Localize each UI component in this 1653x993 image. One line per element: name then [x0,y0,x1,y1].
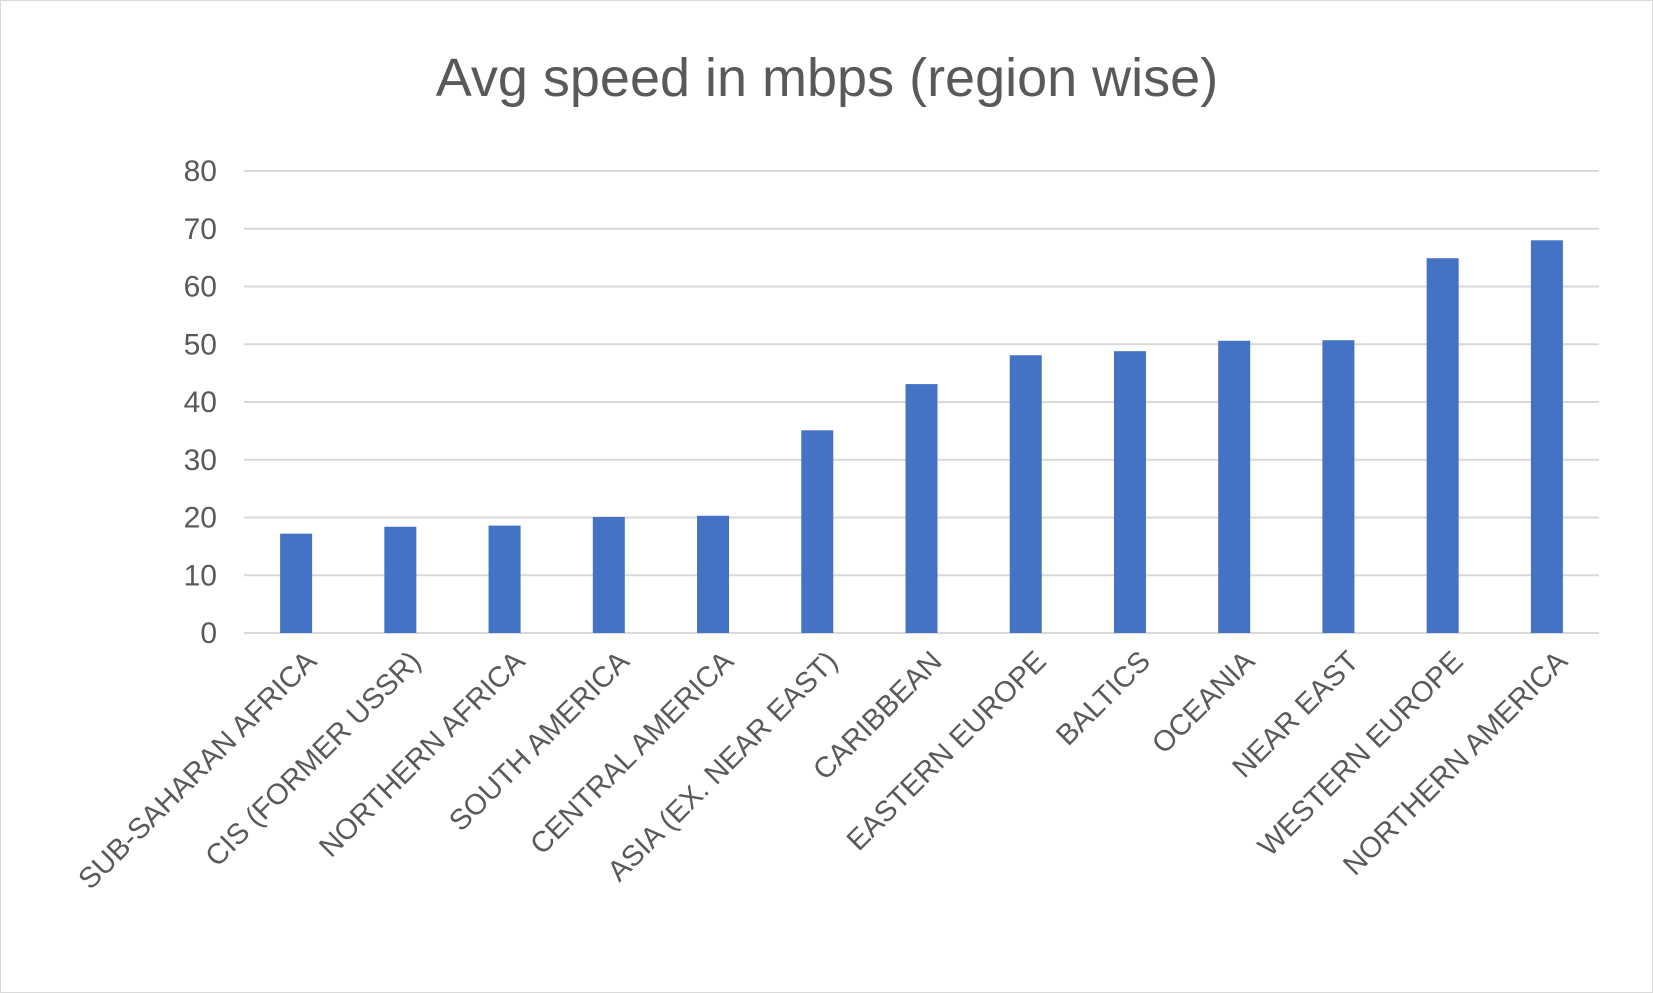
x-tick-label-western-europe: WESTERN EUROPE [1252,645,1469,862]
y-tick-label-20: 20 [184,502,217,535]
y-tick-label-50: 50 [184,328,217,361]
y-tick-label-60: 60 [184,271,217,304]
bars [280,240,1563,634]
x-tick-label-eastern-europe: EASTERN EUROPE [841,645,1053,857]
bar-south-america [592,516,625,633]
bar-cis-former-ussr [384,526,417,633]
y-tick-label-30: 30 [184,444,217,477]
x-tick-label-south-america: SOUTH AMERICA [443,645,636,838]
bar-northern-america [1530,240,1563,634]
x-tick-label-central-america: CENTRAL AMERICA [524,645,740,861]
bar-western-europe [1426,258,1459,633]
y-tick-label-10: 10 [184,559,217,592]
x-tick-label-northern-africa: NORTHERN AFRICA [313,645,532,864]
bar-sub-saharan-africa [280,533,313,633]
x-tick-label-cis-former-ussr: CIS (FORMER USSR) [200,645,428,873]
bar-near-east [1322,340,1355,633]
bar-caribbean [905,384,938,633]
bar-northern-africa [488,525,521,633]
y-axis-tick-labels: 0 10 20 30 40 50 60 70 80 [184,155,217,650]
y-tick-label-40: 40 [184,386,217,419]
y-tick-label-0: 0 [200,617,217,650]
bar-central-america [697,515,730,633]
y-tick-label-70: 70 [184,213,217,246]
bar-oceania [1218,340,1251,633]
bar-baltics [1113,351,1146,633]
y-tick-label-80: 80 [184,155,217,188]
chart-title: Avg speed in mbps (region wise) [436,48,1218,108]
x-tick-label-baltics: BALTICS [1050,645,1157,752]
bar-asia-ex-near-east [801,430,834,633]
bar-eastern-europe [1009,355,1042,633]
